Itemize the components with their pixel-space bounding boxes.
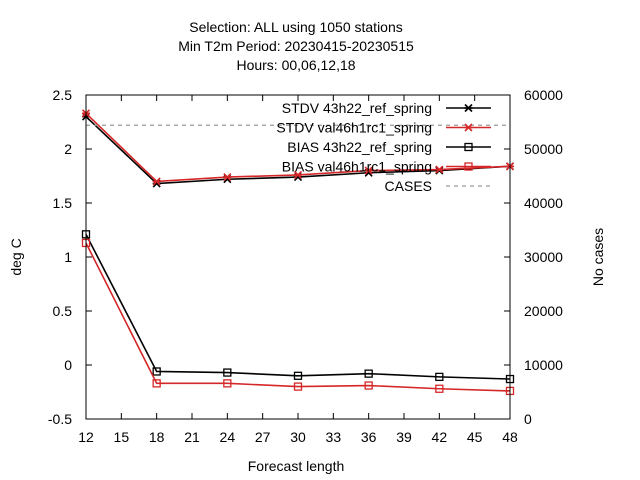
data-point — [364, 166, 373, 175]
y2-tick-label: 60000 — [524, 87, 563, 103]
data-point — [152, 177, 161, 186]
x-tick-label: 48 — [502, 429, 518, 445]
legend-label: BIAS val46h1rc1_spring — [282, 159, 432, 175]
data-point — [364, 381, 373, 390]
title-line-1: Selection: ALL using 1050 stations — [189, 19, 403, 35]
data-point — [293, 170, 303, 179]
series-3 — [81, 230, 515, 384]
plot-frame — [85, 94, 511, 420]
data-point — [435, 165, 444, 174]
chart-title: Selection: ALL using 1050 stations Min T… — [178, 19, 414, 73]
x-tick-label: 18 — [149, 429, 165, 445]
legend-label: STDV 43h22_ref_spring — [282, 100, 432, 116]
y2-axis-label: No cases — [590, 228, 606, 286]
title-line-2: Min T2m Period: 20230415-20230515 — [178, 38, 414, 54]
y2-tick-label: 10000 — [524, 357, 563, 373]
data-point — [223, 368, 232, 377]
legend-marker — [464, 103, 473, 113]
legend-marker — [464, 123, 473, 132]
x-tick-label: 33 — [326, 429, 342, 445]
data-point — [293, 371, 303, 380]
y2-tick-label: 20000 — [524, 303, 563, 319]
x-tick-label: 30 — [290, 429, 306, 445]
data-point — [435, 372, 444, 382]
series-line — [85, 233, 511, 380]
tick-labels: 12 15 18 21 24 27 30 33 36 39 42 45 48 -0.5 0 0.5 1 1.5 2 2… — [48, 87, 563, 445]
data-point — [152, 379, 161, 388]
data-point — [223, 173, 232, 182]
title-line-3: Hours: 00,06,12,18 — [236, 57, 355, 73]
y2-tick-label: 40000 — [524, 195, 563, 211]
data-point — [435, 384, 444, 393]
data-point — [223, 379, 232, 388]
y-tick-label: 1 — [64, 249, 72, 265]
x-tick-label: 39 — [396, 429, 412, 445]
y-tick-label: 2.5 — [53, 87, 73, 103]
y-tick-label: 1.5 — [53, 195, 73, 211]
series-4 — [81, 238, 515, 396]
y-tick-label: 0 — [64, 357, 72, 373]
legend-label: CASES — [385, 178, 432, 194]
data-point — [364, 369, 373, 378]
x-tick-label: 21 — [184, 429, 200, 445]
x-tick-label: 45 — [467, 429, 483, 445]
x-tick-label: 27 — [255, 429, 271, 445]
y-tick-label: 2 — [64, 141, 72, 157]
data-point — [293, 382, 303, 391]
y2-tick-label: 50000 — [524, 141, 563, 157]
legend-marker — [464, 142, 473, 152]
legend-label: STDV val46h1rc1_spring — [276, 120, 432, 136]
x-tick-label: 24 — [220, 429, 236, 445]
y-axis-label: deg C — [8, 238, 24, 275]
x-tick-label: 42 — [432, 429, 448, 445]
y-tick-label: 0.5 — [53, 303, 73, 319]
y2-tick-label: 0 — [524, 411, 532, 427]
legend-marker — [464, 162, 473, 171]
legend-label: BIAS 43h22_ref_spring — [287, 139, 432, 155]
y-tick-label: -0.5 — [48, 411, 72, 427]
legend: STDV 43h22_ref_spring STDV val46h1rc1_spr… — [276, 100, 491, 194]
x-tick-label: 36 — [361, 429, 377, 445]
x-tick-label: 15 — [114, 429, 130, 445]
series-line — [85, 242, 511, 392]
y2-tick-label: 30000 — [524, 249, 563, 265]
x-axis-label: Forecast length — [248, 458, 345, 474]
data-point — [152, 367, 161, 376]
x-tick-label: 12 — [78, 429, 94, 445]
